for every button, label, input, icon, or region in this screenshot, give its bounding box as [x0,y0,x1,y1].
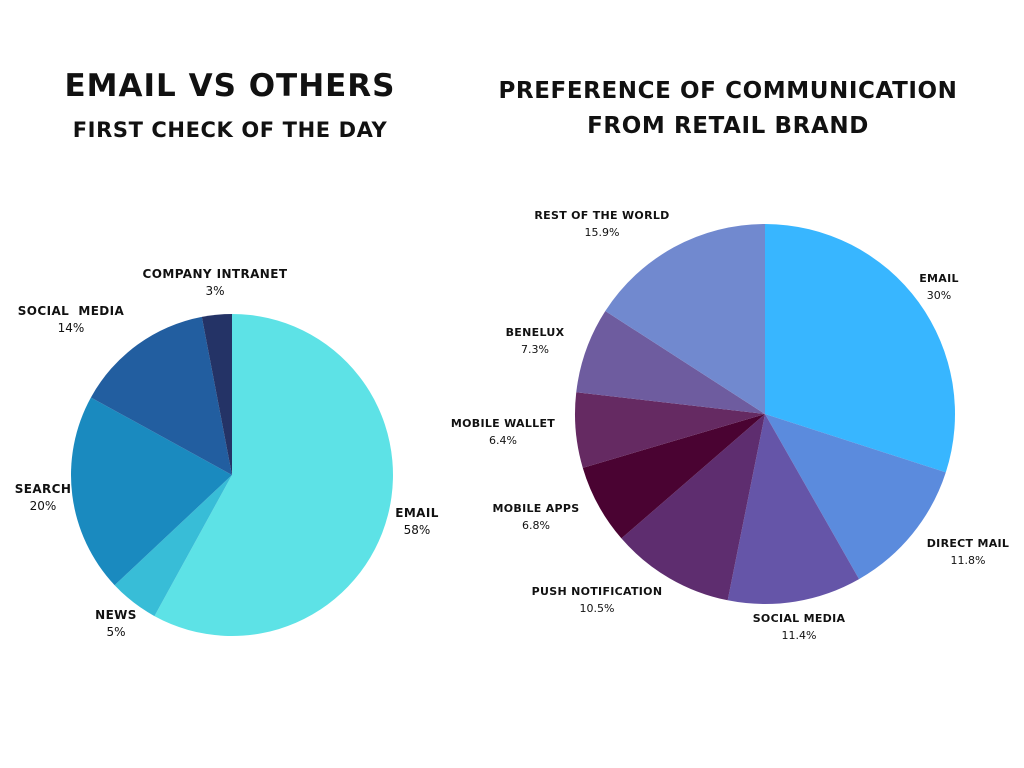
pie-slice-company-intranet [201,314,232,475]
slice-label-push-notification: PUSH NOTIFICATION 10.5% [532,585,663,615]
slice-label-social-media: SOCIAL MEDIA 11.4% [753,612,846,642]
pie-slice-email [154,314,393,636]
slice-label-name: MOBILE APPS [493,502,580,515]
chart-title-email-vs-others: EMAIL VS OTHERS [64,68,396,104]
pie-slice-social-media [90,316,232,475]
slice-label-value: 11.8% [951,554,986,567]
pie-slice-push-notification [621,414,765,601]
slice-label-name: NEWS [95,608,137,622]
slice-label-email: EMAIL 58% [395,506,439,537]
slice-label-name: EMAIL [919,272,959,285]
slice-label-email: EMAIL 30% [919,272,959,302]
slice-label-name: REST OF THE WORLD [534,209,669,222]
slice-label-name: PUSH NOTIFICATION [532,585,663,598]
slice-label-name: COMPANY INTRANET [143,267,288,281]
slice-label-mobile-wallet: MOBILE WALLET 6.4% [451,417,555,447]
slice-label-mobile-apps: MOBILE APPS 6.8% [493,502,580,532]
slice-label-name: EMAIL [395,506,439,520]
pie-slice-news [114,475,232,617]
slice-label-value: 20% [30,499,57,513]
pie-slice-mobile-apps [582,414,765,539]
slice-label-value: 10.5% [580,602,615,615]
slice-label-value: 6.4% [489,434,517,447]
slice-label-value: 7.3% [521,343,549,356]
slice-label-social-media: SOCIAL MEDIA 14% [18,304,125,335]
pie-slice-benelux [576,311,765,414]
chart-subtitle-first-check: FIRST CHECK OF THE DAY [72,118,388,142]
pie-slice-search [71,397,233,586]
slice-label-value: 6.8% [522,519,550,532]
slice-label-value: 3% [205,284,224,298]
slice-label-value: 5% [106,625,125,639]
slice-label-benelux: BENELUX 7.3% [506,326,565,356]
slice-label-value: 11.4% [782,629,817,642]
slice-label-direct-mail: DIRECT MAIL 11.8% [927,537,1009,567]
slice-label-name: DIRECT MAIL [927,537,1009,550]
chart-title-preference-of-communication: PREFERENCE OF COMMUNICATION FROM RETAIL … [498,78,958,139]
slice-label-news: NEWS 5% [95,608,137,639]
pie-slice-rest-of-the-world [605,224,765,414]
slice-label-rest-of-the-world: REST OF THE WORLD 15.9% [534,209,669,239]
slice-label-name: BENELUX [506,326,565,339]
slice-label-name: SOCIAL MEDIA [18,304,125,318]
slice-label-name: SOCIAL MEDIA [753,612,846,625]
pie-slice-mobile-wallet [575,392,765,468]
pie-slice-direct-mail [765,414,946,580]
slice-label-name: MOBILE WALLET [451,417,555,430]
slice-label-search: SEARCH 20% [15,482,72,513]
pie-slice-email [765,224,955,473]
slice-label-value: 30% [927,289,951,302]
slice-label-value: 58% [404,523,431,537]
slice-label-value: 14% [58,321,85,335]
slice-label-value: 15.9% [585,226,620,239]
pie-slice-social-media [727,414,860,605]
slice-label-name: SEARCH [15,482,72,496]
slice-label-company-intranet: COMPANY INTRANET 3% [143,267,288,298]
